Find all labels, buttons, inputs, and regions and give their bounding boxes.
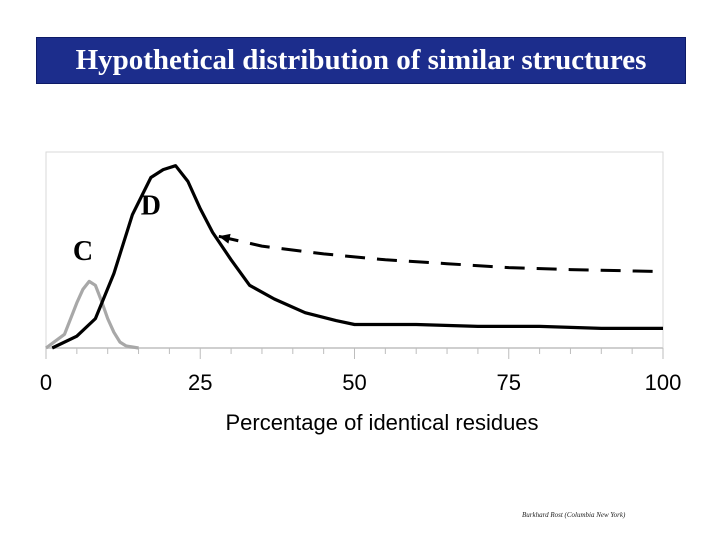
- x-axis-label: Percentage of identical residues: [225, 410, 538, 435]
- title-bar: Hypothetical distribution of similar str…: [36, 37, 686, 84]
- curve-label-d: D: [141, 191, 161, 222]
- page-title: Hypothetical distribution of similar str…: [75, 44, 647, 76]
- x-tick-label: 25: [188, 370, 212, 395]
- annotation-group: CD: [73, 191, 161, 267]
- x-axis: 0 25 50 75 100: [40, 347, 682, 395]
- series-dashed-line: [218, 234, 664, 274]
- series-line-c: [45, 279, 139, 350]
- plot-frame: [45, 151, 664, 349]
- x-tick-label: 0: [40, 370, 52, 395]
- x-tick-label: 50: [342, 370, 366, 395]
- x-tick-label: 75: [497, 370, 521, 395]
- series-line-d: [51, 164, 663, 350]
- arrow-head: [218, 233, 231, 244]
- x-tick-label: 100: [645, 370, 682, 395]
- curve-label-c: C: [73, 236, 93, 267]
- series-group: [45, 164, 664, 350]
- credit-text: Burkhard Rost (Columbia New York): [522, 511, 626, 519]
